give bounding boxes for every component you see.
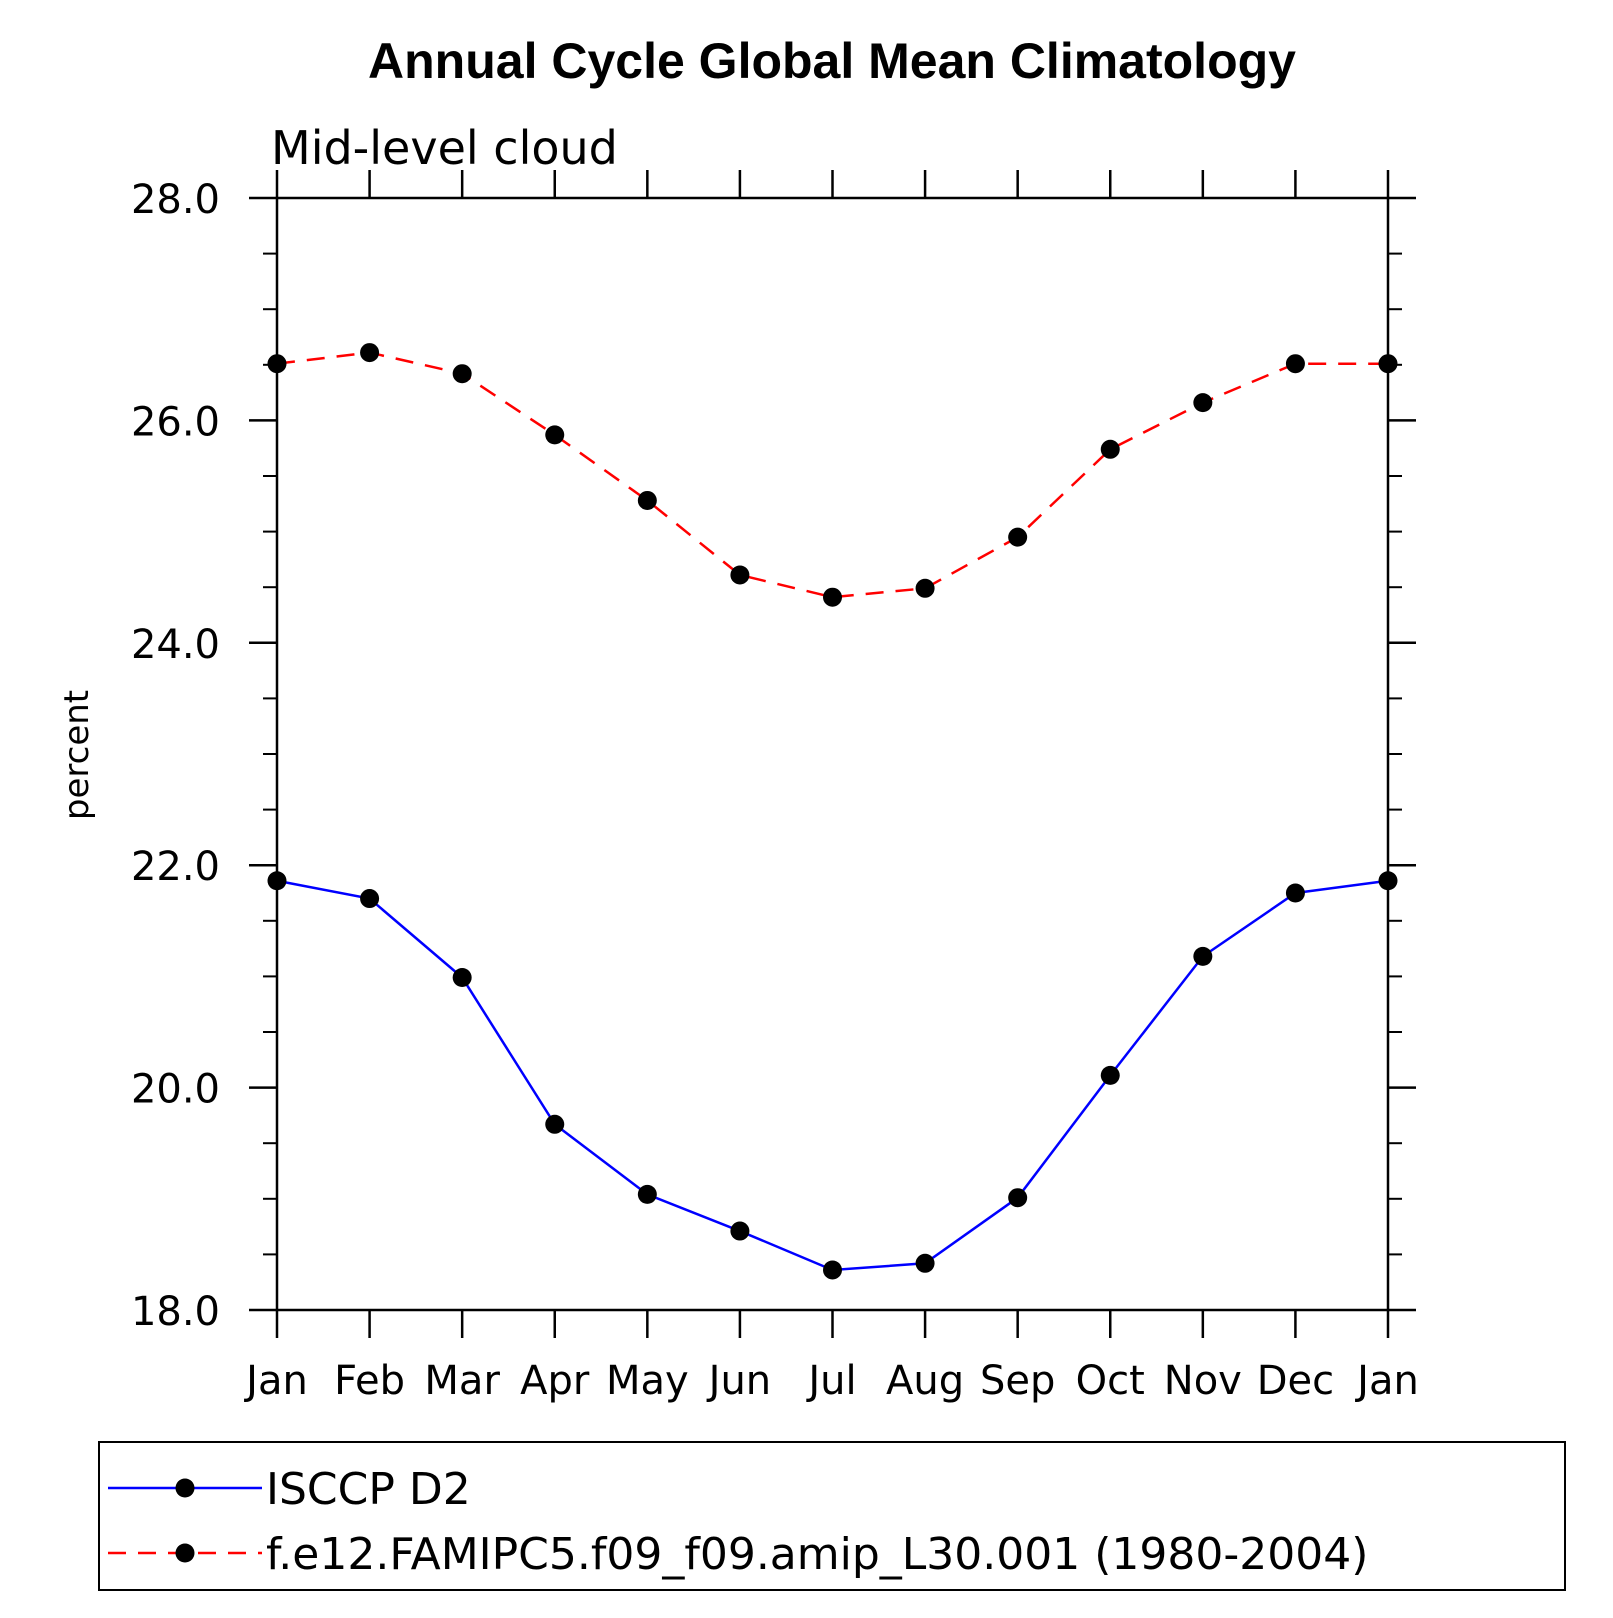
y-tick-label: 26.0 [131,399,220,445]
data-point [360,343,380,363]
data-point [637,1184,657,1204]
data-point [1008,527,1028,547]
data-point [1378,354,1398,374]
data-point [637,490,657,510]
data-point [452,968,472,988]
data-point [823,1260,842,1280]
data-point [360,889,380,909]
y-tick-label: 28.0 [131,177,220,223]
data-point [1378,871,1398,891]
axes: Jan Feb Mar Apr May Jun Jul Aug Sep Oct Nov Dec Jan 1… [131,170,1419,1404]
data-point [1193,946,1213,966]
x-tick-label: Oct [1076,1358,1145,1404]
data-point [267,354,287,374]
data-point [915,578,935,598]
y-tick-label: 22.0 [131,844,220,890]
x-tick-label: Jan [243,1358,308,1404]
data-point [730,1221,750,1241]
data-point [267,871,287,891]
legend-marker [175,1543,195,1563]
x-tick-label: Sep [980,1358,1055,1404]
chart-title: Annual Cycle Global Mean Climatology [368,33,1296,89]
data-point [1100,1065,1120,1085]
legend-marker [175,1478,195,1498]
x-tick-label: Dec [1257,1358,1334,1404]
plot-frame [275,196,1390,1312]
data-point [1008,1188,1028,1208]
data-point [823,587,842,607]
data-point [452,364,472,384]
series-layer [267,343,1398,1280]
x-tick-label: Nov [1164,1358,1242,1404]
x-tick-label: Mar [424,1358,500,1404]
legend: ISCCP D2 f.e12.FAMIPC5.f09_f09.amip_L30.0… [98,1441,1566,1591]
y-tick-label: 24.0 [131,622,220,668]
legend-label: ISCCP D2 [266,1464,471,1515]
x-tick-label: Jan [1354,1358,1419,1404]
x-tick-label: Feb [334,1358,405,1404]
data-point [1285,354,1305,374]
x-tick-label: Jul [805,1358,856,1404]
y-tick-label: 18.0 [131,1289,220,1335]
data-point [545,425,565,445]
y-tick-label: 20.0 [131,1067,220,1113]
chart-subtitle: Mid-level cloud [271,121,618,175]
data-point [1285,883,1305,903]
x-tick-label: Aug [886,1358,964,1404]
data-point [730,565,750,585]
series-line-0 [276,879,1389,1272]
x-tick-label: Jun [706,1358,772,1404]
legend-box [98,1441,1566,1591]
series-line-1 [276,351,1388,599]
legend-label: f.e12.FAMIPC5.f09_f09.amip_L30.001 (1980… [266,1529,1368,1580]
data-point [545,1114,565,1134]
x-tick-label: May [606,1358,689,1404]
y-axis-label: percent [57,690,97,820]
data-point [915,1253,935,1273]
x-tick-label: Apr [520,1358,590,1404]
data-point [1100,439,1120,459]
data-point [1193,393,1213,413]
